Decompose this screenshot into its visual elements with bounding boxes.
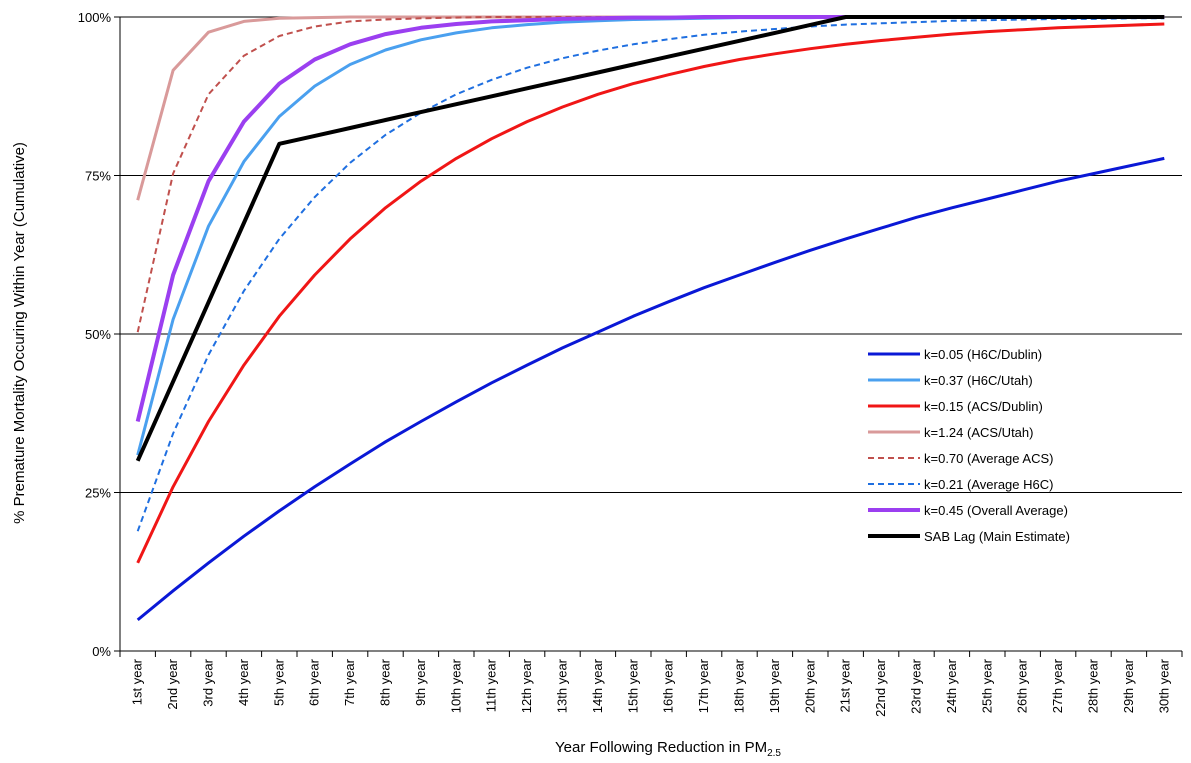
x-tick-label: 20th year [802, 658, 817, 713]
y-axis-ticks: 0% 25% 50% 75% 100% [78, 10, 120, 659]
axes [119, 17, 1182, 652]
series-line [136, 156, 1165, 622]
series-line [136, 17, 1165, 532]
x-axis-ticks: 1st year 2nd year 3rd year 4th year 5th year… [119, 651, 1183, 717]
x-tick-label: 22nd year [873, 658, 888, 716]
series-line [136, 15, 1165, 201]
x-tick-label: 11th year [484, 658, 499, 712]
x-tick-label: 12th year [519, 658, 534, 713]
series-line [136, 15, 1165, 456]
legend-label: k=0.37 (H6C/Utah) [924, 373, 1033, 388]
x-tick-label: 7th year [342, 658, 357, 706]
series-line [136, 16, 1165, 333]
x-tick-label: 14th year [590, 658, 605, 713]
x-tick-label: 17th year [696, 658, 711, 713]
x-axis-title: Year Following Reduction in PM2.5 [555, 739, 781, 759]
x-tick-label: 10th year [448, 658, 463, 713]
x-axis-title-subscript: 2.5 [767, 748, 781, 759]
series-line [136, 22, 1165, 564]
x-tick-label: 1st year [130, 658, 145, 705]
legend-label: k=0.21 (Average H6C) [924, 477, 1053, 492]
x-tick-label: 9th year [413, 658, 428, 706]
x-tick-label: 27th year [1050, 658, 1065, 713]
x-tick-label: 5th year [271, 658, 286, 706]
legend-label: k=0.05 (H6C/Dublin) [924, 347, 1042, 362]
x-tick-label: 18th year [732, 658, 747, 713]
y-tick-label: 75% [85, 169, 111, 184]
x-tick-label: 2nd year [165, 658, 180, 709]
x-tick-label: 21st year [838, 658, 853, 712]
x-tick-label: 28th year [1086, 658, 1101, 713]
y-tick-label: 25% [85, 486, 111, 501]
legend-label: k=1.24 (ACS/Utah) [924, 425, 1033, 440]
y-tick-label: 100% [78, 10, 112, 25]
x-axis-title-main: Year Following Reduction in PM [555, 739, 767, 756]
legend: k=0.05 (H6C/Dublin) k=0.37 (H6C/Utah) k=0.… [868, 347, 1070, 544]
x-tick-label: 19th year [767, 658, 782, 713]
x-tick-label: 8th year [378, 658, 393, 706]
legend-label: SAB Lag (Main Estimate) [924, 529, 1070, 544]
y-axis-title: % Premature Mortality Occuring Within Ye… [11, 142, 28, 524]
gridlines [120, 16, 1182, 652]
x-tick-label: 13th year [555, 658, 570, 713]
series-lines [135, 15, 1165, 622]
x-tick-label: 16th year [661, 658, 676, 713]
legend-label: k=0.45 (Overall Average) [924, 503, 1068, 518]
x-tick-label: 29th year [1121, 658, 1136, 713]
legend-label: k=0.70 (Average ACS) [924, 451, 1053, 466]
x-tick-label: 4th year [236, 658, 251, 706]
x-tick-label: 15th year [625, 658, 640, 713]
series-line [135, 15, 1165, 462]
x-tick-label: 26th year [1015, 658, 1030, 713]
legend-label: k=0.15 (ACS/Dublin) [924, 399, 1043, 414]
x-tick-label: 23rd year [909, 658, 924, 714]
x-tick-label: 30th year [1156, 658, 1171, 713]
y-tick-label: 0% [92, 644, 111, 659]
x-tick-label: 3rd year [201, 658, 216, 706]
x-tick-label: 24th year [944, 658, 959, 713]
x-tick-label: 6th year [307, 658, 322, 706]
y-tick-label: 50% [85, 327, 111, 342]
x-tick-label: 25th year [979, 658, 994, 713]
